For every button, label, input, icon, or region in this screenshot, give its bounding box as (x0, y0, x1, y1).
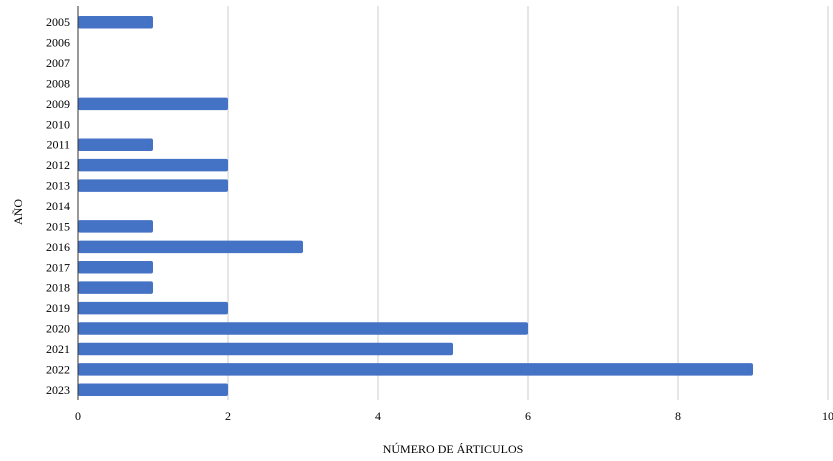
x-tick-label: 8 (675, 409, 681, 423)
y-tick-label: 2008 (46, 76, 70, 90)
y-axis-title: AÑO (11, 199, 25, 225)
bar-2017 (78, 261, 153, 274)
y-tick-label: 2006 (46, 36, 70, 50)
y-tick-label: 2022 (46, 362, 70, 376)
grid-lines (227, 6, 829, 400)
x-tick-labels: 0 2 4 6 8 10 (75, 409, 833, 423)
y-tick-label: 2021 (46, 342, 70, 356)
bar-2012 (78, 158, 228, 172)
bar-2011 (78, 138, 153, 151)
x-tick-label: 6 (525, 409, 531, 423)
y-tick-label: 2012 (46, 158, 70, 172)
bar-2019 (78, 301, 228, 315)
y-tick-label: 2020 (46, 322, 70, 336)
bar-2022 (78, 363, 753, 376)
bar-2009 (78, 97, 228, 111)
y-tick-labels: 2005 2006 2007 2008 2009 2010 2011 2012 2013 2014… (46, 15, 70, 397)
y-tick-label: 2016 (46, 240, 70, 254)
y-tick-label: 2019 (46, 301, 70, 315)
bar-2005 (78, 15, 153, 29)
bar-2016 (78, 240, 303, 254)
y-tick-label: 2005 (46, 15, 70, 29)
y-tick-label: 2010 (46, 117, 70, 131)
bar-2018 (78, 281, 153, 294)
y-tick-label: 2013 (46, 179, 70, 193)
bar-2013 (78, 179, 228, 192)
y-tick-label: 2009 (46, 97, 70, 111)
y-tick-label: 2011 (46, 138, 70, 152)
y-tick-label: 2023 (46, 383, 70, 397)
x-axis-title: NÚMERO DE ÁRTICULOS (383, 442, 524, 456)
bars (78, 15, 753, 397)
y-tick-label: 2007 (46, 56, 70, 70)
x-tick-label: 0 (75, 409, 81, 423)
y-tick-label: 2015 (46, 219, 70, 233)
bar-2021 (78, 342, 453, 356)
x-tick-label: 4 (375, 409, 381, 423)
y-tick-label: 2017 (46, 260, 70, 274)
bar-2023 (78, 383, 228, 397)
x-tick-label: 10 (822, 409, 833, 423)
x-tick-label: 2 (225, 409, 231, 423)
bar-2020 (78, 322, 528, 335)
bar-2015 (78, 220, 153, 233)
y-tick-label: 2014 (46, 199, 70, 213)
y-tick-label: 2018 (46, 281, 70, 295)
